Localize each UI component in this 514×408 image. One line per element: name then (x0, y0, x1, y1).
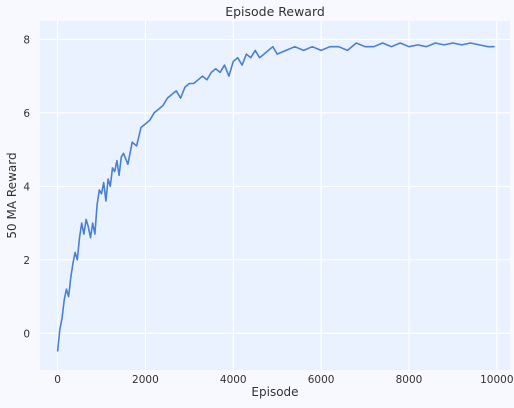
chart-title: Episode Reward (225, 4, 325, 19)
y-tick-label: 0 (23, 328, 30, 340)
x-tick-label: 6000 (308, 374, 335, 386)
series-line (56, 42, 495, 352)
x-tick-label: 4000 (220, 374, 247, 386)
y-tick-label: 4 (23, 181, 30, 193)
y-axis-label: 50 MA Reward (5, 152, 19, 238)
x-tick-label: 2000 (132, 374, 159, 386)
x-tick-label: 0 (54, 374, 61, 386)
y-tick-label: 8 (23, 34, 30, 46)
x-tick-label: 8000 (396, 374, 423, 386)
x-tick-label: 10000 (480, 374, 513, 386)
y-tick-label: 6 (23, 108, 30, 120)
x-axis-label: Episode (251, 385, 298, 399)
plot-area (40, 21, 510, 370)
y-tick-label: 2 (23, 255, 30, 267)
